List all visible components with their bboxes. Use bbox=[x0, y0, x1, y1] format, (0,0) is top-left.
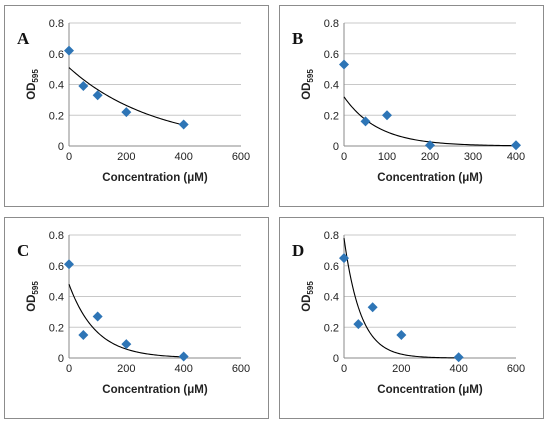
x-tick-label: 0 bbox=[341, 363, 347, 375]
x-tick-label: 400 bbox=[507, 151, 525, 163]
y-tick-label: 0.6 bbox=[324, 261, 339, 273]
chart-panel-d: D 0 0.2 0.4 0.6 0.8 0 200 400 600 Concentration (μ… bbox=[279, 217, 544, 419]
y-tick-label: 0.6 bbox=[324, 49, 339, 61]
data-point bbox=[453, 352, 464, 363]
chart-panel-c: C 0 0.2 0.4 0.6 0.8 0 200 400 600 Concentration (μ… bbox=[4, 217, 269, 419]
x-tick-label: 400 bbox=[174, 363, 192, 375]
y-tick-label: 0.8 bbox=[324, 230, 339, 242]
y-tick-label: 0 bbox=[58, 141, 64, 153]
data-point bbox=[396, 329, 407, 340]
y-tick-label: 0.4 bbox=[49, 292, 64, 304]
data-point bbox=[64, 259, 74, 270]
y-tick-label: 0.6 bbox=[49, 261, 64, 273]
y-tick-label: 0.4 bbox=[324, 80, 339, 92]
data-point bbox=[121, 107, 132, 118]
x-tick-label: 600 bbox=[232, 151, 250, 163]
chart-svg: D 0 0.2 0.4 0.6 0.8 0 200 400 600 Concentration (μ… bbox=[292, 230, 525, 396]
y-tick-label: 0.2 bbox=[49, 322, 64, 334]
data-point bbox=[178, 351, 189, 362]
y-tick-label: 0 bbox=[58, 353, 64, 365]
panel-label: B bbox=[292, 29, 303, 48]
x-axis-label: Concentration (μM) bbox=[102, 172, 208, 184]
data-point bbox=[367, 302, 378, 313]
data-point bbox=[511, 140, 521, 151]
y-tick-label: 0 bbox=[333, 141, 339, 153]
data-point bbox=[121, 339, 132, 350]
data-point bbox=[382, 110, 392, 121]
chart-svg: A 0 0.2 0.4 0.6 0.8 0 200 400 600 Concentration (μ… bbox=[17, 18, 250, 184]
x-tick-label: 200 bbox=[392, 363, 410, 375]
x-tick-label: 600 bbox=[232, 363, 250, 375]
y-axis-label: OD595 bbox=[26, 69, 40, 100]
data-point bbox=[78, 329, 89, 340]
y-tick-label: 0 bbox=[333, 353, 339, 365]
chart-panel-b: B 0 0.2 0.4 0.6 0.8 0 100 200 300 400 Concentration… bbox=[279, 5, 544, 207]
panel-label: D bbox=[292, 241, 304, 260]
y-axis-label: OD595 bbox=[301, 69, 315, 100]
y-tick-label: 0.6 bbox=[49, 49, 64, 61]
panel-label: C bbox=[17, 241, 29, 260]
x-tick-label: 0 bbox=[66, 363, 72, 375]
x-tick-label: 0 bbox=[341, 151, 347, 163]
x-tick-label: 200 bbox=[421, 151, 439, 163]
data-point bbox=[64, 45, 74, 56]
y-tick-label: 0.4 bbox=[324, 292, 339, 304]
x-tick-label: 100 bbox=[378, 151, 396, 163]
data-point bbox=[178, 119, 189, 130]
x-tick-label: 400 bbox=[449, 363, 467, 375]
x-tick-label: 600 bbox=[507, 363, 525, 375]
y-tick-label: 0.8 bbox=[324, 18, 339, 30]
x-tick-label: 0 bbox=[66, 151, 72, 163]
chart-svg: B 0 0.2 0.4 0.6 0.8 0 100 200 300 400 Concentration… bbox=[292, 18, 525, 184]
y-tick-label: 0.2 bbox=[324, 322, 339, 334]
data-point bbox=[339, 253, 349, 264]
data-point bbox=[360, 116, 371, 127]
data-point bbox=[425, 140, 435, 151]
chart-panel-a: A 0 0.2 0.4 0.6 0.8 0 200 400 600 Concentration (μ… bbox=[4, 5, 269, 207]
y-tick-label: 0.2 bbox=[324, 110, 339, 122]
y-tick-label: 0.8 bbox=[49, 230, 64, 242]
chart-svg: C 0 0.2 0.4 0.6 0.8 0 200 400 600 Concentration (μ… bbox=[17, 230, 250, 396]
fit-curve bbox=[68, 67, 184, 126]
y-axis-label: OD595 bbox=[26, 281, 40, 312]
x-tick-label: 200 bbox=[117, 151, 135, 163]
x-axis-label: Concentration (μM) bbox=[377, 172, 483, 184]
y-tick-label: 0.4 bbox=[49, 80, 64, 92]
data-point bbox=[353, 319, 364, 330]
y-tick-label: 0.2 bbox=[49, 110, 64, 122]
x-axis-label: Concentration (μM) bbox=[377, 384, 483, 396]
data-point bbox=[78, 81, 89, 92]
x-tick-label: 400 bbox=[174, 151, 192, 163]
data-point bbox=[92, 311, 103, 322]
x-tick-label: 200 bbox=[117, 363, 135, 375]
data-point bbox=[92, 90, 103, 101]
y-axis-label: OD595 bbox=[301, 281, 315, 312]
fit-curve bbox=[343, 238, 459, 359]
y-tick-label: 0.8 bbox=[49, 18, 64, 30]
panel-label: A bbox=[17, 29, 30, 48]
data-point bbox=[339, 59, 349, 70]
x-axis-label: Concentration (μM) bbox=[102, 384, 208, 396]
x-tick-label: 300 bbox=[464, 151, 482, 163]
